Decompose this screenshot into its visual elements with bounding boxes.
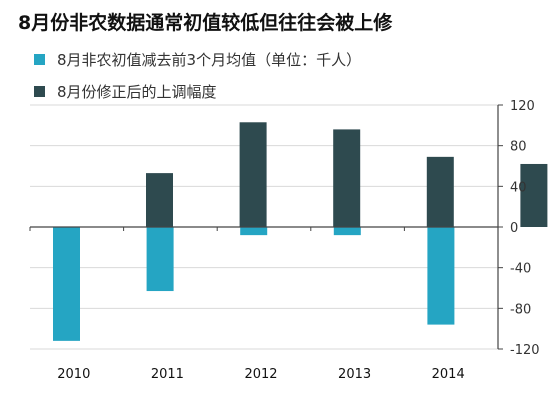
bar-initial-2011	[146, 227, 174, 292]
legend-label-initial: 8月非农初值减去前3个月均值（单位：千人）	[57, 50, 362, 69]
chart-title: 8月份非农数据通常初值较低但往往会被上修	[18, 12, 393, 34]
x-category-label: 2014	[432, 367, 465, 382]
y-tick-label: 120	[510, 99, 535, 114]
y-tick-label: 80	[510, 140, 527, 155]
x-category-label: 2013	[338, 367, 371, 382]
legend-entry-initial: 8月非农初值减去前3个月均值（单位：千人）	[34, 48, 361, 70]
y-tick-label: 0	[510, 221, 518, 236]
legend-entry-revision: 8月份修正后的上调幅度	[34, 80, 217, 102]
bar-initial-2014	[427, 227, 455, 325]
y-tick-label: -40	[510, 262, 531, 277]
axes	[29, 104, 503, 350]
legend-swatch-revision	[34, 85, 45, 97]
x-category-label: 2012	[244, 367, 277, 382]
x-category-label: 2011	[151, 367, 184, 382]
legend-swatch-initial	[34, 53, 45, 65]
y-tick-label: -120	[510, 343, 540, 358]
bar-revision-2010	[146, 173, 173, 227]
legend-label-revision: 8月份修正后的上调幅度	[57, 82, 217, 101]
bar-initial-2013	[333, 227, 361, 236]
tick-labels: 120 80 40 0 -40 -80 -120 2010 2011 2012 2013 2014	[57, 99, 539, 382]
y-tick-label: 40	[510, 180, 527, 195]
x-category-label: 2010	[57, 367, 90, 382]
grid-lines	[30, 104, 498, 350]
bars	[53, 122, 548, 341]
y-tick-label: -80	[510, 302, 531, 317]
bar-revision-2012	[333, 129, 361, 227]
bar-revision-2013	[426, 156, 454, 227]
bar-initial-2010	[53, 227, 80, 341]
bar-revision-2011	[239, 122, 267, 227]
bar-initial-2012	[240, 227, 268, 236]
bar-revision-2014	[520, 163, 548, 227]
